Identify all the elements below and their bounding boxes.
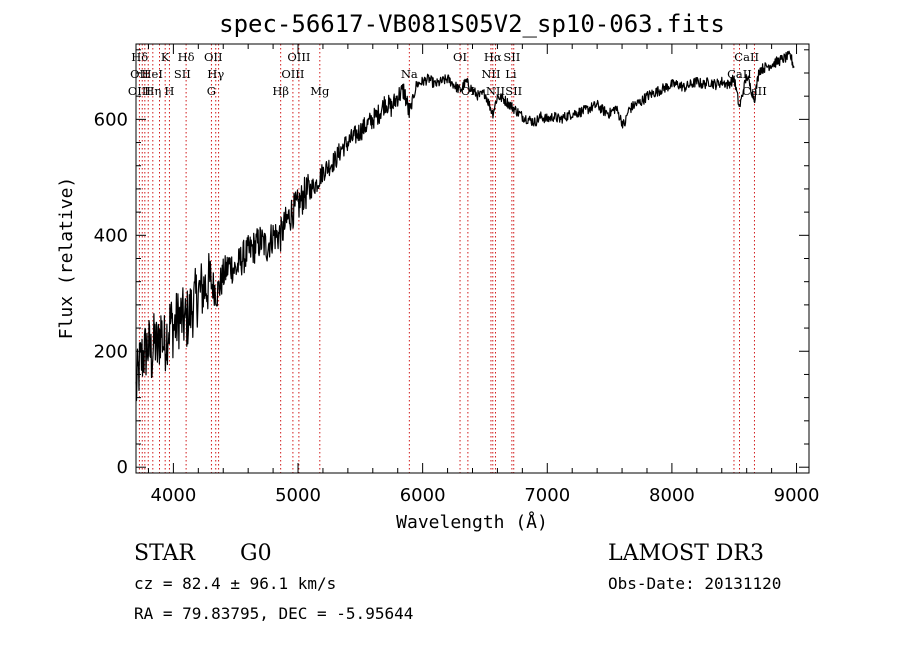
line-label-19: Hη [144,84,161,98]
x-tick-label-4000: 4000 [150,485,196,506]
line-label-9: OII [130,67,149,81]
chart-title: spec-56617-VB081S05V2_sp10-063.fits [219,10,725,38]
line-label-10: HeI [142,67,163,81]
line-label-16: Li [505,67,517,81]
line-label-18: OIII [128,84,151,98]
line-label-7: SII [503,50,520,64]
x-tick-label-5000: 5000 [275,485,321,506]
y-tick-label-200: 200 [94,341,128,362]
line-label-6: Hα [484,50,502,64]
line-label-0: Hδ [131,50,148,64]
plot-frame [135,43,810,474]
line-markers [138,44,755,473]
line-label-3: OII [204,50,223,64]
line-label-22: Hβ [272,84,289,98]
x-axis-label: Wavelength (Å) [396,511,548,533]
coordinates: RA = 79.83795, DEC = -5.95644 [134,604,413,623]
obs-date: Obs-Date: 20131120 [608,574,781,593]
x-tick-label-9000: 9000 [774,485,820,506]
line-label-5: OI [453,50,467,64]
line-label-11: SII [174,67,191,81]
object-class: STAR [134,541,196,566]
x-tick-label-7000: 7000 [524,485,570,506]
y-axis-ticks: 0 200 400 600 [94,49,809,478]
line-label-12: Hγ [207,67,224,81]
y-tick-label-600: 600 [94,109,128,130]
line-label-14: Na [401,67,418,81]
line-label-8: CaII [734,50,759,64]
y-axis-label: Flux (relative) [56,177,77,340]
line-label-2: Hδ [178,50,195,64]
x-tick-label-6000: 6000 [400,485,446,506]
x-tick-label-8000: 8000 [649,485,695,506]
line-label-1: K [161,50,170,64]
subclass: G0 [240,541,272,566]
line-label-26: SII [505,84,522,98]
x-axis-ticks: 4000 5000 6000 7000 8000 9000 [147,44,820,506]
line-label-20: H [164,84,174,98]
y-tick-label-400: 400 [94,225,128,246]
line-label-4: OIII [287,50,310,64]
y-tick-label-0: 0 [117,457,128,478]
spectrum-line [135,50,795,402]
redshift-readout: cz = 82.4 ± 96.1 km/s [134,574,336,593]
survey-name: LAMOST DR3 [608,541,764,566]
line-label-27: CaII [742,84,767,98]
line-label-15: NII [481,67,500,81]
line-label-13: OIII [281,67,304,81]
line-label-21: G [207,84,216,98]
line-label-23: Mg [310,84,330,98]
